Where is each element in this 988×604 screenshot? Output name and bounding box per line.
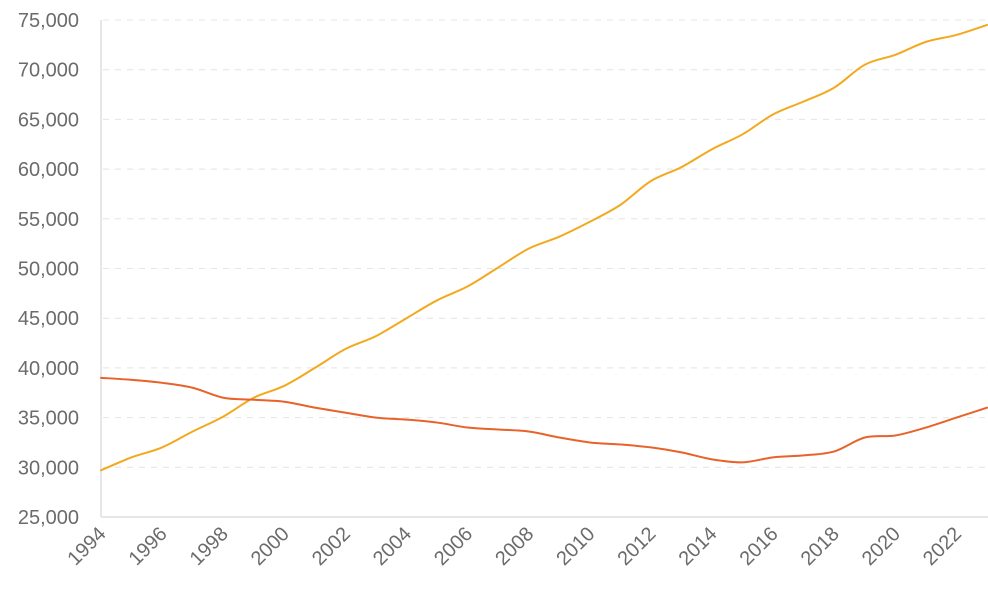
x-tick-label: 2010 bbox=[552, 523, 599, 570]
y-tick-labels: 25,000 30,000 35,000 40,000 45,000 50,000 55,0… bbox=[18, 10, 79, 529]
x-tick-label: 1998 bbox=[186, 523, 233, 570]
x-tick-label: 2022 bbox=[919, 523, 966, 570]
y-tick-label: 60,000 bbox=[18, 159, 79, 181]
series-orange-line bbox=[100, 376, 988, 464]
x-tick-label: 2008 bbox=[491, 523, 538, 570]
y-tick-label: 55,000 bbox=[18, 209, 79, 231]
x-tick-label: 2012 bbox=[613, 523, 660, 570]
y-tick-label: 50,000 bbox=[18, 259, 79, 281]
x-tick-label: 2020 bbox=[858, 523, 905, 570]
x-tick-label: 2018 bbox=[797, 523, 844, 570]
x-tick-label: 2000 bbox=[247, 523, 294, 570]
y-tick-label: 70,000 bbox=[18, 60, 79, 82]
x-tick-label: 2006 bbox=[430, 523, 477, 570]
y-tick-label: 30,000 bbox=[18, 457, 79, 479]
y-tick-label: 45,000 bbox=[18, 308, 79, 330]
x-tick-label: 2014 bbox=[675, 523, 722, 570]
y-tick-label: 25,000 bbox=[18, 507, 79, 529]
x-tick-label: 2004 bbox=[369, 523, 416, 570]
x-tick-label: 1996 bbox=[125, 523, 172, 570]
x-tick-labels: 1994 1996 1998 2000 2002 2004 2006 2008 2010 2012… bbox=[64, 523, 966, 570]
gridlines bbox=[103, 19, 987, 468]
y-tick-label: 75,000 bbox=[18, 10, 79, 32]
y-tick-label: 65,000 bbox=[18, 109, 79, 131]
x-tick-label: 2002 bbox=[308, 523, 355, 570]
series-lines bbox=[100, 23, 988, 472]
y-tick-label: 35,000 bbox=[18, 408, 79, 430]
series-yellow-line bbox=[100, 23, 988, 472]
y-tick-label: 40,000 bbox=[18, 358, 79, 380]
axes bbox=[100, 20, 988, 518]
x-tick-label: 1994 bbox=[64, 523, 111, 570]
x-tick-label: 2016 bbox=[736, 523, 783, 570]
